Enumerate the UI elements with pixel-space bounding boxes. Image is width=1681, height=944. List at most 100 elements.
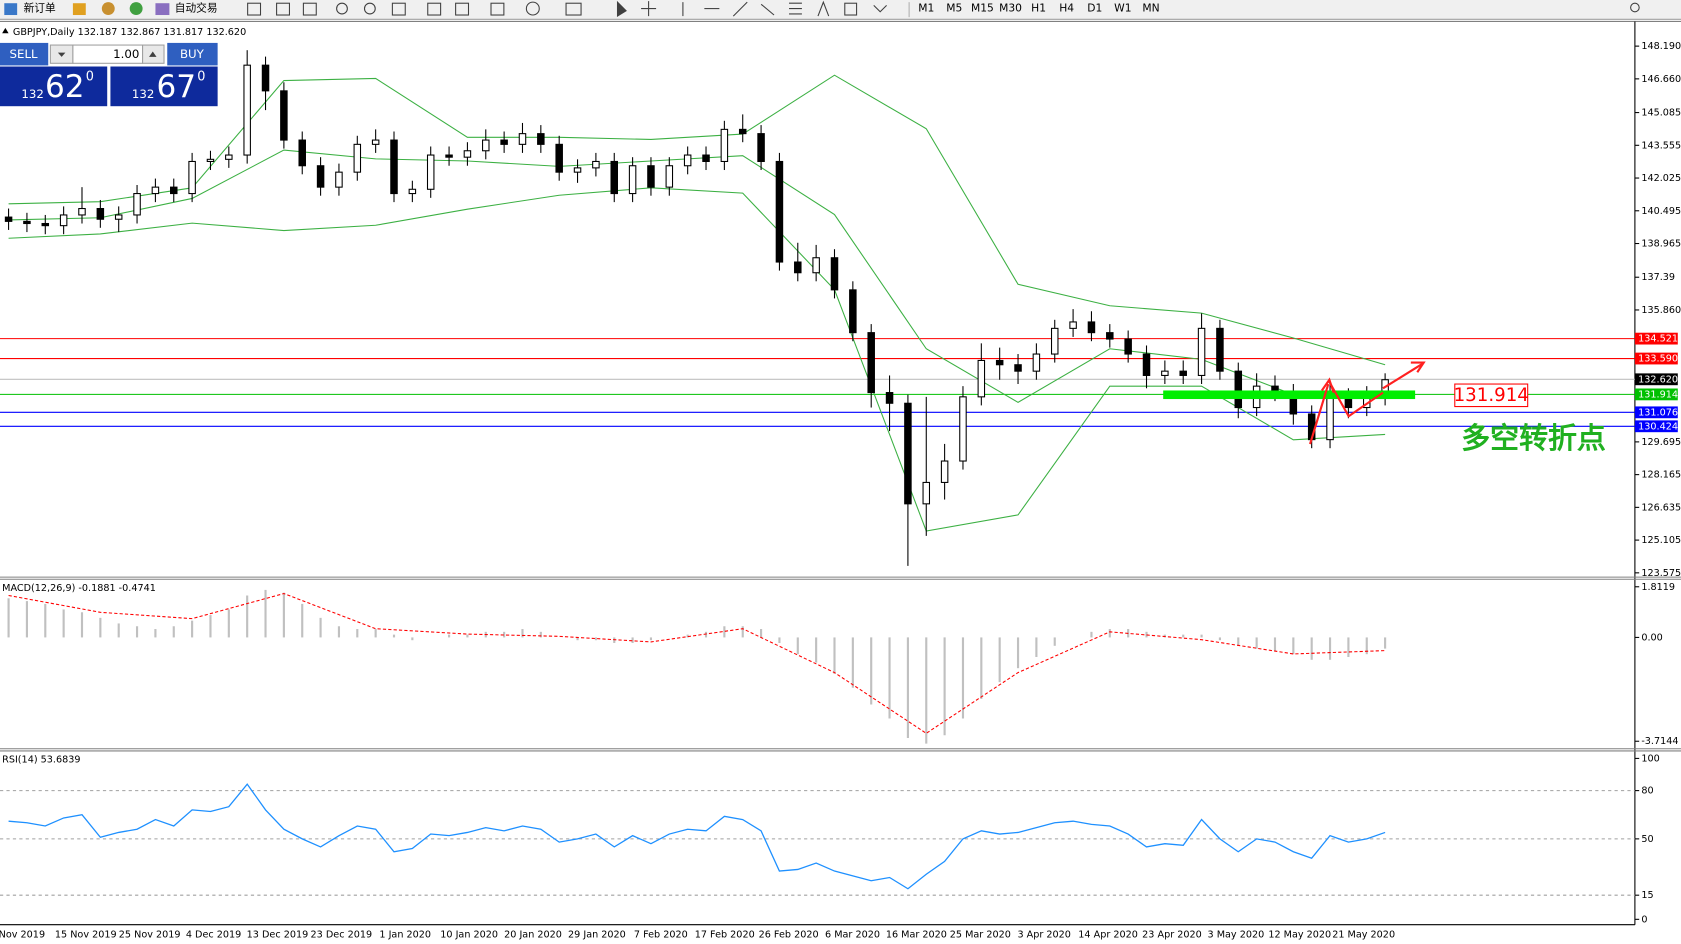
buy-price-pip[interactable]: 0 [197,70,205,85]
tool-icon[interactable] [247,2,262,16]
candle-body [41,222,50,227]
auto-trading-icon[interactable] [155,3,170,16]
y-tick-label: 137.39 [1641,272,1675,283]
candle-body [390,139,398,195]
y-tick-label: 140.495 [1641,206,1681,217]
new-order-icon[interactable] [4,3,18,16]
candle-body [867,332,875,394]
tool-icon[interactable] [455,2,470,16]
arrow-line [1309,383,1330,445]
timeframe-button[interactable]: H1 [1031,2,1046,15]
fibo-tool[interactable] [789,2,802,15]
y-tick-label: 80 [1641,786,1653,797]
toolbar-icon[interactable] [129,2,143,16]
x-tick-label: 20 Jan 2020 [504,929,562,940]
collapse-triangle[interactable] [2,27,9,34]
buy-button[interactable] [167,42,218,66]
x-tick-label: 3 Apr 2020 [1017,929,1070,940]
sell-label[interactable]: SELL [10,47,38,61]
sell-price-main[interactable]: 62 [45,69,85,105]
timeframe-button[interactable]: D1 [1087,2,1102,15]
trendline-tool[interactable] [732,1,748,17]
candle-body [537,133,545,145]
sell-price-big[interactable]: 132 [21,87,43,101]
timeframe-button[interactable]: M1 [918,2,934,15]
arrow-line [1382,362,1424,390]
search[interactable] [1630,2,1640,13]
timeframe-button[interactable]: M30 [999,2,1022,15]
y-tick-label: 15 [1641,890,1653,901]
candle-body [243,64,251,156]
candle-body [1142,353,1151,376]
candle-body [812,257,820,274]
y-tick-label: 138.965 [1641,239,1681,250]
timeframe-button[interactable]: M5 [946,2,962,15]
toolbar [0,0,1681,20]
candle-body [628,165,637,195]
candle-body [1326,396,1334,441]
rsi-line [8,783,1386,890]
x-tick-label: 25 Mar 2020 [950,929,1011,940]
timeframe-button[interactable]: M15 [971,2,994,15]
toolbar-icon[interactable] [101,2,115,16]
sell-price-pip[interactable]: 0 [86,70,94,85]
buy-label[interactable]: BUY [180,47,205,61]
candle-body [977,359,986,398]
sell-button[interactable] [0,42,49,66]
timeframe-button[interactable]: H4 [1059,2,1074,15]
crosshair-tool[interactable] [641,1,657,17]
candle-body [738,128,747,135]
candle-body [940,460,949,483]
y-tick-label: 145.085 [1641,108,1681,119]
x-tick-label: 17 Feb 2020 [695,929,755,940]
sell-price-box[interactable] [0,66,108,107]
tool-icon[interactable] [302,2,317,16]
buy-price-box[interactable] [110,66,218,107]
candle-body [555,143,563,173]
tile-windows[interactable] [391,2,406,16]
cursor-tool[interactable] [616,0,627,18]
indicators[interactable] [490,2,505,16]
candle-body [1124,338,1132,355]
candle-body [1179,370,1187,376]
candle-body [885,392,894,404]
candle-body [849,289,857,334]
label-tool[interactable] [844,2,858,16]
macd-signal [8,592,1386,734]
bollinger-lower [8,187,1386,532]
templates[interactable] [565,2,582,16]
buy-price-main[interactable]: 67 [157,69,197,105]
y-tick-label: -3.7144 [1641,736,1678,747]
text-tool[interactable] [817,0,830,17]
y-tick-label: 126.635 [1641,502,1681,513]
candle-body [280,90,288,141]
x-tick-label: 26 Feb 2020 [759,929,819,940]
lots-value[interactable]: 1.00 [113,47,139,61]
y-tick-label: 143.555 [1641,140,1681,151]
new-order-button[interactable]: 新订单 [24,2,56,15]
x-tick-label: 23 Apr 2020 [1142,929,1202,940]
x-tick-label: 1 Jan 2020 [379,929,431,940]
auto-trading-button[interactable]: 自动交易 [175,2,218,15]
x-tick-label: 4 Dec 2019 [186,929,241,940]
channel-tool[interactable] [760,3,775,16]
timeframe-button[interactable]: MN [1142,2,1159,15]
candle-body [206,158,215,162]
zoom-in[interactable] [336,2,348,15]
toolbar-icon[interactable] [72,3,86,16]
y-tick-label: 100 [1641,753,1659,764]
candle-body [592,160,600,169]
zoom-out[interactable] [363,2,376,15]
price-level-tag [1634,420,1678,433]
timeframe-button[interactable]: W1 [1114,2,1131,15]
tool-icon[interactable] [427,2,442,16]
periods[interactable] [525,1,540,16]
candle-body [371,139,380,145]
arrow-tool[interactable] [873,4,887,13]
tool-icon[interactable] [276,2,290,16]
buy-price-big[interactable]: 132 [132,87,154,101]
candle-body [4,216,13,222]
x-tick-label: 7 Feb 2020 [634,929,688,940]
candle-body [114,214,123,220]
